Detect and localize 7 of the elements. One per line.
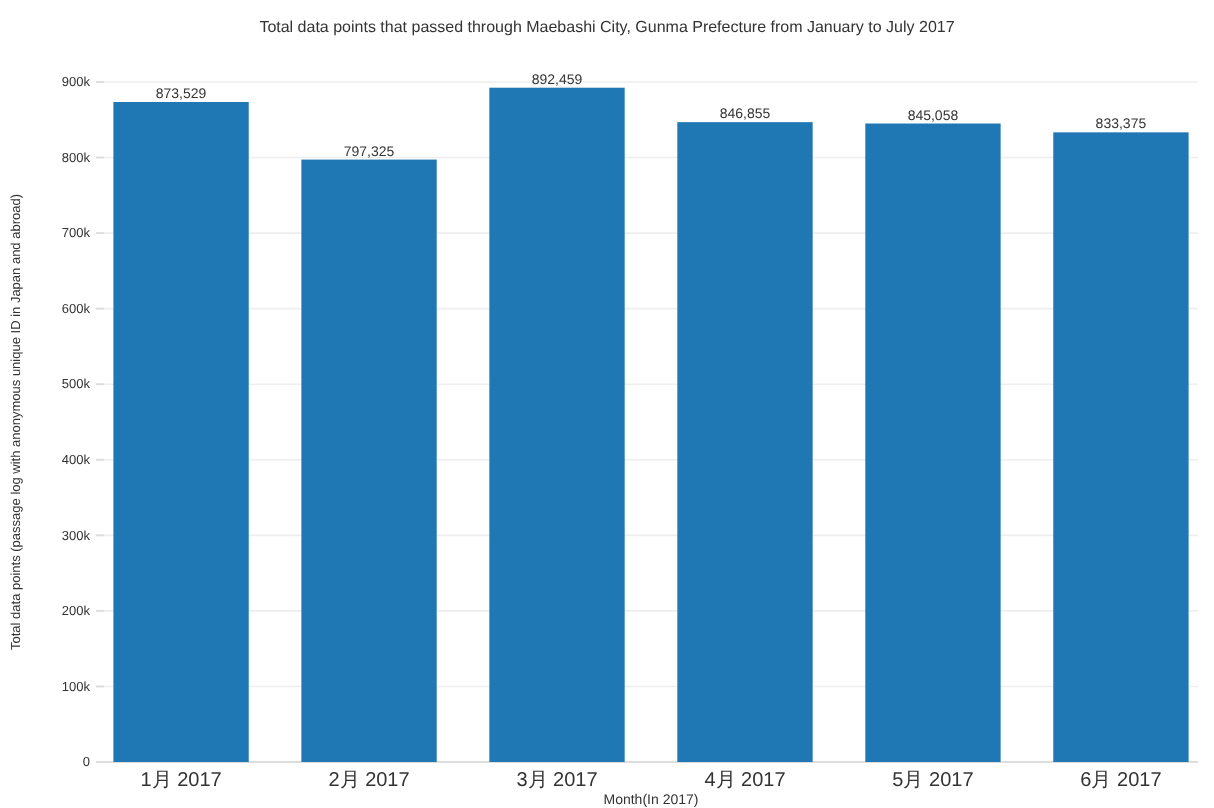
chart-title: Total data points that passed through Maebashi City, Gunma Prefecture from January to July 2017 — [259, 18, 956, 36]
x-tick-label: 1月 2017 — [140, 770, 223, 792]
x-tick-label: 5月 2017 — [892, 770, 975, 792]
x-tick-label: 6月 2017 — [1080, 770, 1163, 792]
x-tick-label: 3月 2017 — [516, 770, 599, 792]
x-tick-label: 2月 2017 — [328, 770, 411, 792]
x-tick-label: 4月 2017 — [704, 770, 787, 792]
